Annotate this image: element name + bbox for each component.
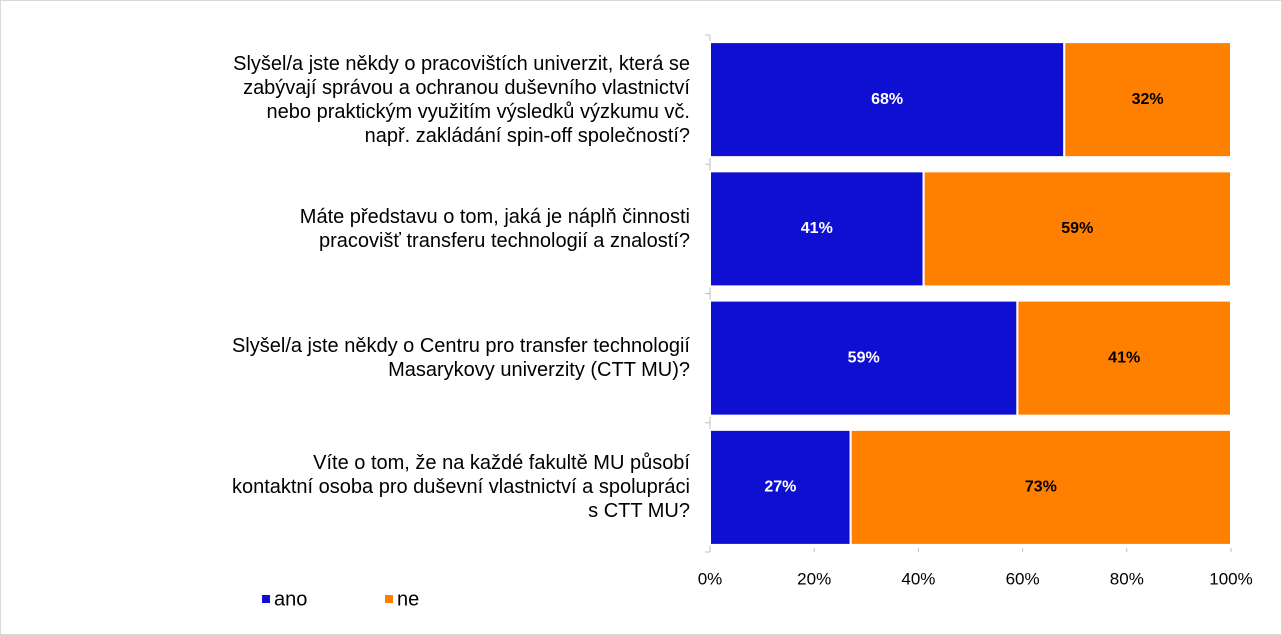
- legend-swatch: [385, 595, 393, 603]
- value-label: 32%: [1132, 91, 1164, 108]
- x-tick-label: 0%: [698, 569, 723, 588]
- x-tick-label: 80%: [1110, 569, 1144, 588]
- bar: [1063, 41, 1233, 159]
- category-label: Víte o tom, že na každé fakultě MU působ…: [231, 452, 690, 523]
- legend-label: ne: [397, 588, 419, 610]
- value-label: 59%: [848, 349, 880, 366]
- x-tick-label: 40%: [901, 569, 935, 588]
- value-label: 41%: [801, 220, 833, 237]
- x-tick-label: 60%: [1006, 569, 1040, 588]
- value-label: 73%: [1025, 479, 1057, 496]
- value-label: 68%: [871, 91, 903, 108]
- x-tick-label: 100%: [1209, 569, 1252, 588]
- category-label: Slyšel/a jste někdy o Centru pro transfe…: [231, 335, 690, 382]
- bar: [709, 428, 852, 546]
- value-label: 27%: [764, 479, 796, 496]
- category-label: Máte představu o tom, jaká je náplň činn…: [299, 205, 690, 252]
- value-label: 59%: [1061, 220, 1093, 237]
- bar: [849, 428, 1232, 546]
- legend-label: ano: [274, 588, 307, 610]
- category-label: Slyšel/a jste někdy o pracovištích unive…: [233, 52, 690, 147]
- bar: [709, 299, 1019, 417]
- bar: [922, 170, 1232, 288]
- value-label: 41%: [1108, 349, 1140, 366]
- legend-swatch: [262, 595, 270, 603]
- x-tick-label: 20%: [797, 569, 831, 588]
- bar: [709, 41, 1066, 159]
- bar: [1016, 299, 1233, 417]
